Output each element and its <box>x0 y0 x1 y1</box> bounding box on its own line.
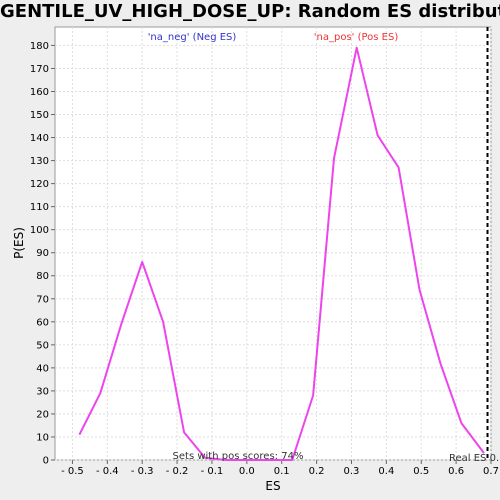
x-tick-label: 0.3 <box>344 466 360 477</box>
y-tick-label: 50 <box>36 340 49 351</box>
pos-scores-label: Sets with pos scores: 74% <box>173 451 304 462</box>
x-tick-label: 0.0 <box>239 466 255 477</box>
x-tick-label: - 0.4 <box>96 466 119 477</box>
x-tick-label: - 0.2 <box>166 466 189 477</box>
y-tick-label: 80 <box>36 271 49 282</box>
x-axis-label: ES <box>265 479 280 493</box>
y-tick-label: 130 <box>30 156 49 167</box>
x-tick-label: 0.4 <box>378 466 394 477</box>
y-tick-label: 30 <box>36 386 49 397</box>
y-tick-label: 180 <box>30 41 49 52</box>
y-tick-label: 160 <box>30 87 49 98</box>
x-tick-label: 0.2 <box>309 466 325 477</box>
x-tick-label: - 0.5 <box>61 466 84 477</box>
x-tick-label: 0.6 <box>448 466 464 477</box>
y-tick-label: 150 <box>30 110 49 121</box>
y-tick-label: 0 <box>43 456 49 467</box>
x-tick-label: 0.7 <box>483 466 499 477</box>
y-tick-label: 170 <box>30 64 49 75</box>
y-tick-label: 90 <box>36 248 49 259</box>
y-axis-label: P(ES) <box>12 227 26 259</box>
y-tick-label: 60 <box>36 317 49 328</box>
axes: 0 10 20 30 40 50 60 70 80 90 100 110 120 130 140 150 160… <box>30 41 499 477</box>
series-layer <box>78 46 485 461</box>
x-tick-label: - 0.1 <box>201 466 224 477</box>
x-tick-label: 0.5 <box>413 466 429 477</box>
grid-lines <box>55 27 492 461</box>
y-tick-label: 40 <box>36 363 49 374</box>
neg-es-label: 'na_neg' (Neg ES) <box>148 32 237 43</box>
y-tick-label: 10 <box>36 432 49 443</box>
chart-title: GENTILE_UV_HIGH_DOSE_UP: Random ES distr… <box>0 1 500 22</box>
y-tick-label: 120 <box>30 179 49 190</box>
real-es-label: Real ES 0. <box>449 453 499 464</box>
x-tick-label: 0.1 <box>274 466 290 477</box>
y-tick-label: 110 <box>30 202 49 213</box>
y-tick-label: 100 <box>30 225 49 236</box>
x-tick-label: - 0.3 <box>131 466 154 477</box>
y-tick-label: 20 <box>36 409 49 420</box>
y-tick-label: 70 <box>36 294 49 305</box>
series-line <box>78 46 485 461</box>
y-tick-label: 140 <box>30 133 49 144</box>
pos-es-label: 'na_pos' (Pos ES) <box>314 32 399 43</box>
